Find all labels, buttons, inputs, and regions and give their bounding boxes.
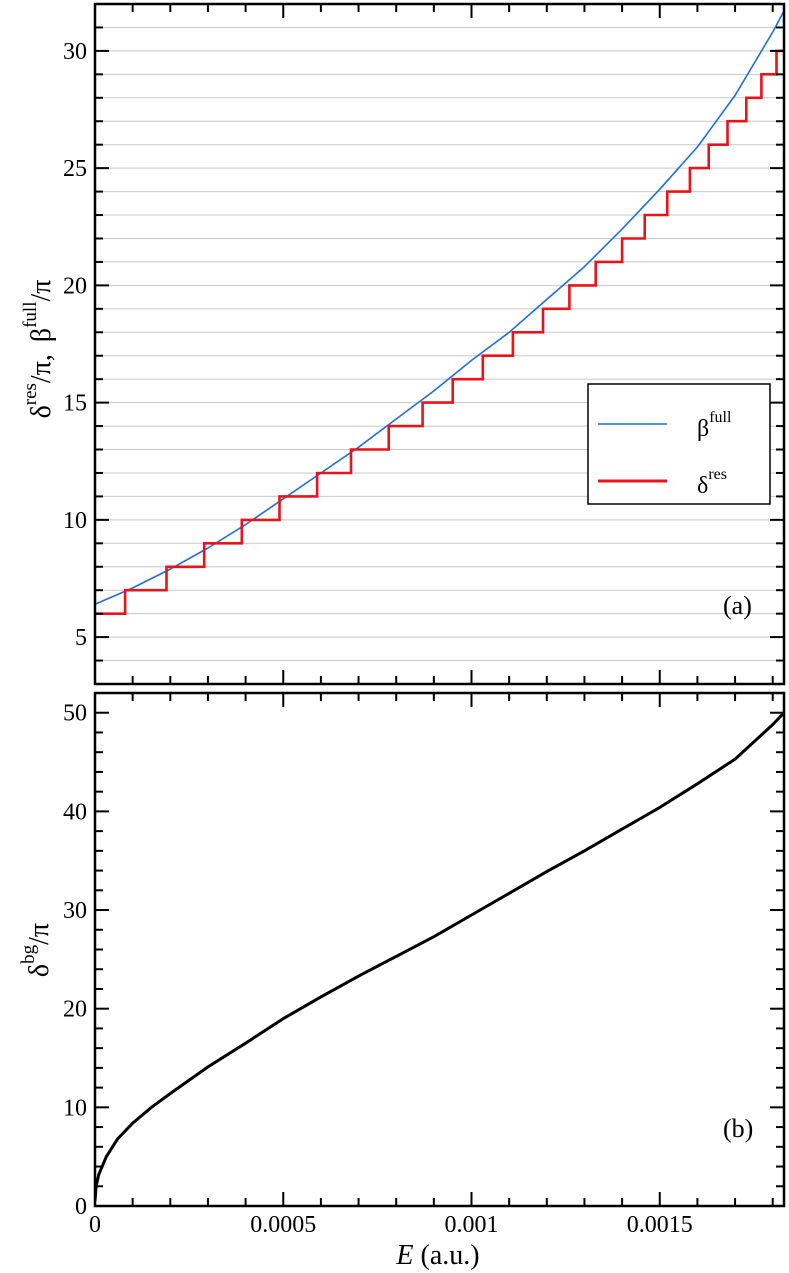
panel-b: 0 10 20 30 40 50 0 0.0005 0.001 0.0015 (b) δbg/π… [18, 691, 786, 1271]
y-tick-label: 10 [63, 1095, 87, 1121]
panel-label-b: (b) [723, 1114, 753, 1143]
series-delta-res [95, 49, 784, 616]
plot-frame-b [93, 691, 786, 1208]
y-tick-label: 15 [63, 391, 87, 417]
y-tick-label: 20 [63, 997, 87, 1023]
y-tick-label: 50 [63, 701, 87, 727]
series-beta-full [95, 10, 784, 606]
y-tick-labels-b: 0 10 20 30 40 50 [63, 701, 87, 1220]
tick-marks-a [94, 4, 784, 684]
tick-marks-b [94, 693, 784, 1207]
y-tick-label: 20 [63, 273, 87, 299]
x-tick-label: 0.0005 [250, 1212, 316, 1238]
y-axis-title-a: δres/π,βfull/π [20, 280, 57, 419]
x-tick-label: 0.0015 [627, 1212, 693, 1238]
legend-label-delta-res: δres [697, 466, 727, 499]
y-tick-label: 5 [75, 625, 87, 651]
y-tick-label: 40 [63, 799, 87, 825]
y-tick-label: 25 [63, 156, 87, 182]
y-tick-label: 0 [75, 1194, 87, 1220]
y-tick-label: 10 [63, 508, 87, 534]
y-axis-title-b: δbg/π [18, 923, 55, 977]
legend-label-beta-full: βfull [697, 409, 732, 442]
series-group-a [95, 10, 784, 616]
y-tick-label: 30 [63, 898, 87, 924]
legend: βfull δres [587, 383, 771, 505]
series-group-b [95, 711, 784, 1202]
y-tick-labels-a: 5 10 15 20 25 30 [63, 39, 87, 651]
x-tick-labels: 0 0.0005 0.001 0.0015 [89, 1212, 693, 1238]
legend-box [587, 383, 771, 505]
plot-frame-a [93, 2, 786, 686]
x-tick-label: 0.001 [445, 1212, 499, 1238]
x-tick-label: 0 [89, 1212, 101, 1238]
panel-label-a: (a) [723, 591, 752, 620]
series-delta-bg [95, 711, 784, 1202]
panel-a: 5 10 15 20 25 30 βfull δres (a) δres/π,βfull/… [20, 2, 786, 686]
x-axis-title: E (a.u.) [395, 1240, 479, 1271]
y-tick-label: 30 [63, 39, 87, 65]
